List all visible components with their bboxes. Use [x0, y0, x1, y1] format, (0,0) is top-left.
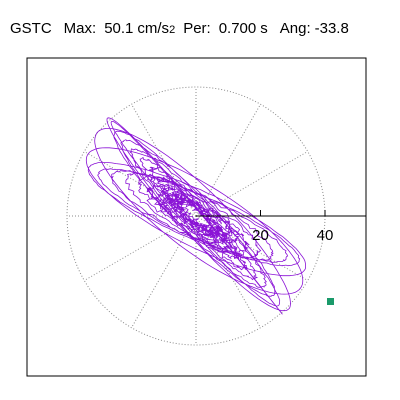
grid-spoke: [195, 215, 308, 281]
radial-tick-label-20: 20: [252, 227, 269, 244]
motion-trace: [85, 117, 334, 315]
plot-frame: [26, 57, 367, 377]
radial-tick-label-40: 40: [317, 227, 334, 244]
max-unit: cm/s: [137, 20, 170, 37]
trace-path: [85, 117, 306, 315]
period-value: 0.700: [218, 20, 257, 37]
radial-axis: 20 40: [196, 210, 366, 244]
station-code: GSTC: [10, 20, 52, 37]
chart-title: GSTC Max: 50.1 cm/s 2 Per: 0.700 s Ang: -…: [10, 20, 349, 44]
max-label: Max:: [63, 20, 97, 37]
peak-marker: [327, 298, 334, 305]
max-unit-exponent: 2: [169, 24, 176, 36]
grid-spoke: [195, 151, 308, 217]
angle-value: -33.8: [314, 20, 349, 37]
max-value: 50.1: [104, 20, 134, 37]
angle-label: Ang:: [279, 20, 311, 37]
period-label: Per:: [183, 20, 211, 37]
period-unit: s: [260, 20, 268, 37]
